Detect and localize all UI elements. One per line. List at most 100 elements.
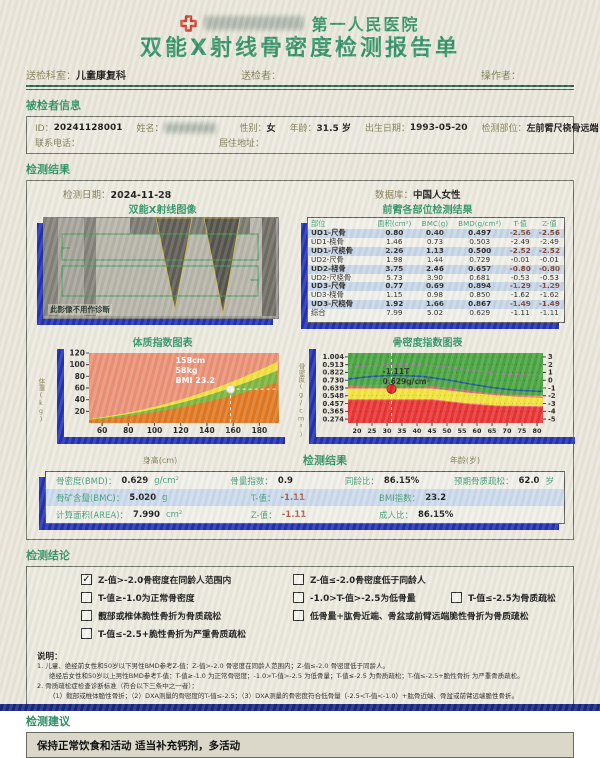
svg-text:45: 45 [428, 427, 437, 435]
bmi-chart-title: 体质指数图表 [132, 338, 193, 349]
table-row: UD1-尺骨 0.80 0.40 0.497 -2.56 -2.56 [308, 228, 564, 238]
summary-value: -1.11 [281, 509, 307, 520]
svg-text:60: 60 [97, 426, 107, 435]
summary-label: 成人比： [379, 510, 414, 521]
checkbox-checked[interactable]: ✓ [81, 574, 92, 585]
summary-value: 62.0 [518, 475, 540, 486]
conclusion-option: T-值≥-1.0为正常骨密度 [81, 591, 195, 604]
svg-text:0.730: 0.730 [323, 377, 345, 385]
svg-text:-5: -5 [548, 415, 556, 423]
conclusion-option: -1.0>T-值>-2.5为低骨量 [293, 591, 416, 604]
site-cell: 综合 [311, 308, 326, 318]
database-value: 中国人女性 [413, 189, 461, 201]
value-cell: -0.01 [510, 254, 530, 264]
checkbox-unchecked[interactable] [293, 592, 304, 603]
scan-site-label: 检测部位： [481, 124, 527, 134]
value-cell: -2.52 [509, 245, 531, 255]
checkbox-unchecked[interactable] [81, 628, 92, 639]
hospital-header: 第一人民医院 [26, 12, 574, 34]
svg-text:25: 25 [368, 427, 377, 435]
scan-site-value: 左前臂尺桡骨远端 [526, 124, 599, 134]
checkbox-unchecked[interactable] [293, 610, 304, 621]
table-row: UD3-桡骨 1.15 0.98 0.850 -1.62 -1.62 [308, 290, 564, 300]
scan-date-label: 检测日期： [63, 189, 111, 201]
operator-label: 操作者： [481, 70, 521, 82]
xray-image: 此影像不用作诊断 [43, 217, 279, 319]
conclusion-option-label: 低骨量+肱骨近端、骨盆或前臂远端脆性骨折为骨质疏松 [310, 612, 529, 622]
svg-text:0.639: 0.639 [323, 384, 345, 392]
conclusion-checkbox-list: ✓ Z-值>-2.0骨密度在同龄人范围内 Z-值≤-2.0骨密度低于同龄人 T-值≥-… [31, 573, 569, 645]
summary-value: 7.990 [133, 509, 160, 520]
bmi-x-axis-label: 身高(cm) [142, 455, 178, 465]
results-box: 检测日期：2024-11-28 数据库：中国人女性 双能X射线图像 前臂各部位检… [26, 180, 575, 540]
checkbox-unchecked[interactable] [81, 610, 92, 621]
svg-text:2: 2 [548, 361, 553, 369]
column-header: BMD(g/cm²) [458, 219, 502, 228]
bmd-annotation: -1.11T [383, 367, 411, 376]
svg-text:-4: -4 [548, 408, 556, 416]
bmi-annotation: 158cm [175, 356, 205, 365]
checkbox-unchecked[interactable] [81, 592, 92, 603]
value-cell: -1.29 [509, 281, 531, 291]
conclusion-option-label: T-值≤-2.5为骨质疏松 [468, 594, 556, 604]
conclusion-option-label: -1.0>T-值>-2.5为低骨量 [310, 594, 416, 604]
window-bottom-bar [0, 704, 600, 711]
svg-text:160: 160 [225, 426, 241, 435]
site-cell: UD1-桡骨 [311, 236, 344, 246]
checkbox-unchecked[interactable] [451, 592, 462, 603]
value-cell: 0.894 [468, 281, 492, 291]
value-cell: 3.75 [385, 263, 404, 273]
summary-label: 计算面积(AREA)： [56, 510, 129, 521]
summary-value: 23.2 [425, 492, 447, 503]
svg-text:1: 1 [548, 369, 553, 377]
value-cell: -2.56 [509, 228, 531, 237]
table-row: UD2-桡骨 3.75 2.46 0.657 -0.80 -0.80 [308, 263, 564, 274]
value-cell: -1.49 [538, 299, 560, 309]
svg-text:180: 180 [252, 426, 268, 435]
value-cell: 7.99 [386, 308, 403, 318]
summary-label: 骨量指数： [230, 476, 273, 487]
conclusion-option: 低骨量+肱骨近端、骨盆或前臂远端脆性骨折为骨质疏松 [293, 609, 529, 622]
value-cell: 0.77 [385, 281, 404, 291]
column-header: Z-值 [542, 218, 557, 228]
svg-text:80: 80 [75, 372, 85, 381]
value-cell: 0.73 [426, 236, 444, 246]
summary-unit: g [162, 492, 168, 503]
value-cell: -2.49 [510, 236, 530, 246]
conclusion-option: T-值≤-2.5为骨质疏松 [451, 591, 556, 604]
svg-text:120: 120 [173, 426, 189, 435]
summary-item: 骨量指数： 0.9 [230, 475, 344, 487]
note-line: 绝经后女性和50岁以上男性BMD参考T-值：T-值≥-1.0 为正常骨密度；-1… [49, 672, 524, 680]
note-line: 2. 骨质疏松症检查诊断标准（符合以下三条中之一者）： [37, 682, 199, 690]
results-summary-box: 骨密度(BMD)： 0.629 g/cm² 骨量指数： 0.9 同龄比： 86.15% 预期骨… [45, 471, 565, 524]
patient-address-label: 居住地址： [219, 139, 265, 149]
value-cell: 2.26 [385, 245, 404, 255]
forearm-results-table: 部位 面积(cm²) BMC(g) BMD(g/cm²) T-值 Z-值 UD1-尺骨 0.… [307, 217, 565, 323]
summary-label: 同龄比： [344, 476, 379, 487]
patient-info-box: ID： 20241128001 姓名： 性别：女 年龄： 31.5 岁 出生日期： 1… [26, 116, 599, 154]
summary-label: 骨矿含量(BMC)： [56, 493, 125, 504]
value-cell: 0.40 [425, 228, 444, 237]
bmd-annotation: 0.629g/cm² [383, 377, 430, 386]
conclusion-option: ✓ Z-值>-2.0骨密度在同龄人范围内 [81, 573, 231, 586]
bmd-x-axis-label: 年龄(岁) [449, 455, 481, 465]
patient-section-title: 被检者信息 [26, 99, 81, 112]
dept-label: 送检科室： [26, 70, 76, 82]
checkbox-unchecked[interactable] [293, 574, 304, 585]
patient-id-value: 20241128001 [53, 122, 123, 133]
value-cell: -0.80 [509, 263, 531, 273]
value-cell: 3.90 [426, 272, 444, 282]
conclusion-option-label: T-值≥-1.0为正常骨密度 [98, 594, 195, 604]
value-cell: -0.01 [539, 254, 559, 264]
value-cell: -1.49 [509, 299, 531, 309]
conclusion-option-label: Z-值>-2.0骨密度在同龄人范围内 [98, 576, 232, 586]
svg-text:65: 65 [488, 427, 497, 435]
suggestion-box: 保持正常饮食和活动 适当补充钙剂，多活动 [26, 732, 574, 758]
summary-label: T-值： [251, 493, 276, 504]
patient-name-label: 姓名： [136, 124, 164, 134]
value-cell: -2.49 [539, 236, 559, 246]
column-header: T-值 [513, 218, 528, 228]
conclusion-section-title: 检测结论 [26, 549, 70, 562]
svg-text:-3: -3 [548, 400, 556, 408]
